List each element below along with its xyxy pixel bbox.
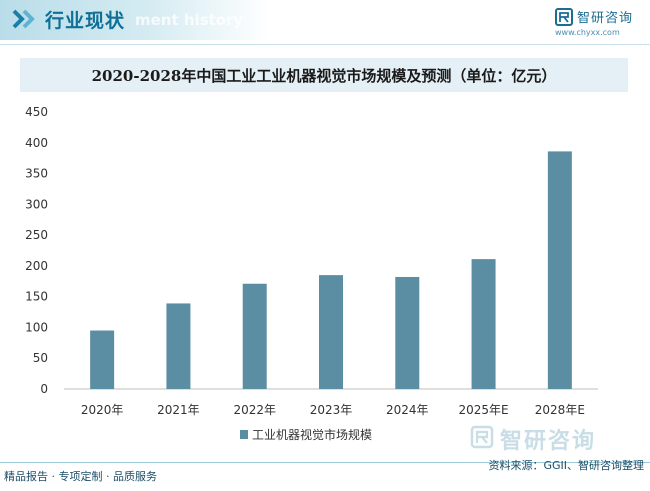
section-title: 行业现状 (45, 10, 126, 32)
double-chevron-icon (12, 9, 35, 29)
y-tick-label: 150 (25, 290, 48, 304)
y-tick-label: 100 (25, 320, 48, 334)
brand-name: 智研咨询 (577, 11, 634, 26)
brand-url: www.chyxx.com (555, 28, 620, 37)
legend-label: 工业机器视觉市场规模 (252, 427, 372, 442)
y-tick-label: 50 (33, 351, 48, 365)
bar (547, 151, 572, 389)
x-tick-label: 2022年 (233, 403, 276, 417)
header-banner (0, 0, 270, 40)
y-tick-label: 350 (25, 167, 48, 181)
bar (471, 259, 496, 389)
footer-slogan: 精品报告 · 专项定制 · 品质服务 (4, 470, 157, 483)
header-ghost-text: ment history (135, 11, 244, 29)
y-tick-label: 0 (40, 382, 48, 396)
chart-title: 2020-2028年中国工业工业机器视觉市场规模及预测（单位：亿元） (91, 67, 557, 85)
header-divider (0, 44, 650, 45)
watermark-text: 智研咨询 (500, 429, 597, 454)
bar (242, 283, 267, 389)
brand-logo: 智研咨询 www.chyxx.com (555, 6, 650, 42)
bar (90, 330, 115, 389)
footer-watermark: 智研咨询 (470, 425, 594, 454)
y-tick-label: 450 (25, 105, 48, 119)
y-tick-label: 400 (25, 136, 48, 150)
brand-mark-icon (555, 8, 573, 26)
watermark-logo-icon (470, 425, 494, 449)
x-tick-label: 2025年E (459, 403, 509, 417)
x-tick-label: 2020年 (81, 403, 124, 417)
bar-chart: 0 50 100 150 200 250 300 350 400 450 2020年 2021年 202… (25, 105, 598, 442)
footer-divider (0, 462, 650, 463)
source-note: 资料来源：GGII、智研咨询整理 (488, 459, 644, 472)
y-tick-label: 300 (25, 197, 48, 211)
y-tick-label: 250 (25, 228, 48, 242)
chart-title-box: 2020-2028年中国工业工业机器视觉市场规模及预测（单位：亿元） (20, 58, 628, 92)
x-tick-label: 2021年 (157, 403, 200, 417)
legend-swatch (240, 430, 248, 439)
x-tick-label: 2024年 (386, 403, 429, 417)
bar (395, 276, 420, 389)
bar (166, 303, 191, 389)
bar (319, 275, 343, 389)
x-tick-label: 2028年E (535, 403, 585, 417)
page-header: 行业现状 ment history 智研咨询 www.chyxx.com (0, 0, 650, 46)
x-tick-label: 2023年 (310, 403, 353, 417)
y-tick-label: 200 (25, 259, 48, 273)
